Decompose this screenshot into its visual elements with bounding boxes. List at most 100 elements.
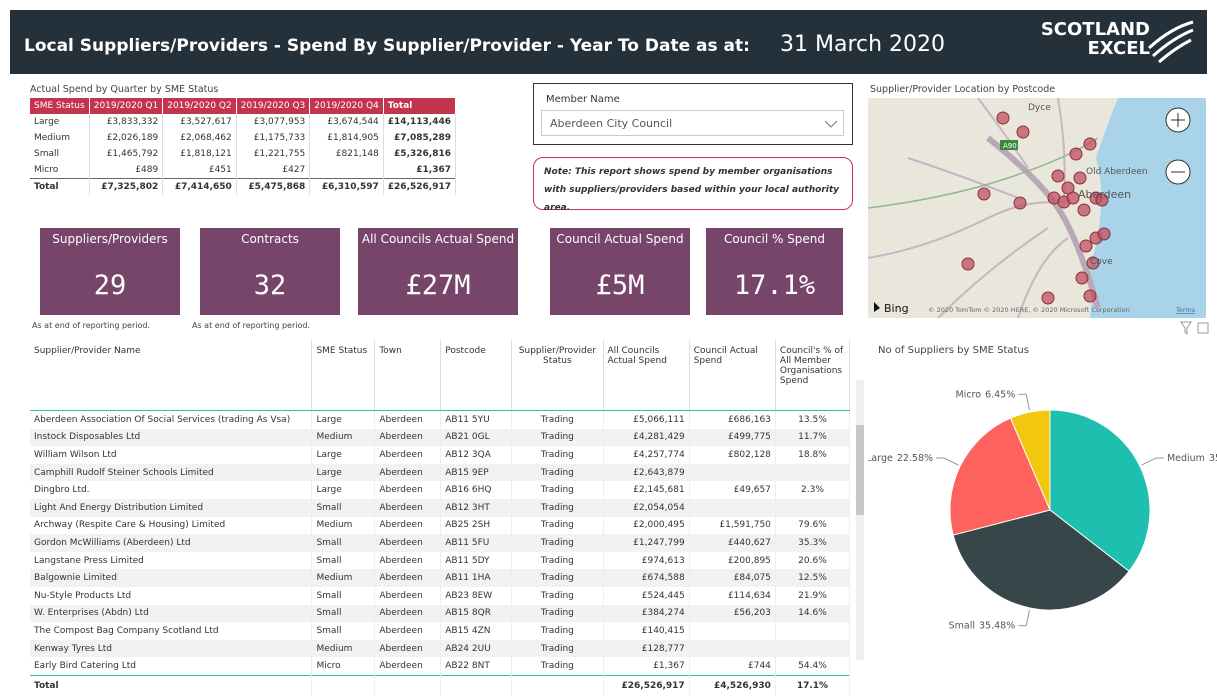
table-cell: £427 xyxy=(236,162,311,179)
map-markers xyxy=(961,111,1111,305)
column-header: Town xyxy=(374,340,442,411)
data-label: Large 22.58% xyxy=(868,453,933,464)
table-cell: £3,077,953 xyxy=(236,114,311,130)
kpi-card: All Councils Actual Spend £27M xyxy=(358,228,518,315)
table-cell: Aberdeen xyxy=(374,428,442,447)
kpi-title: Suppliers/Providers xyxy=(52,232,168,246)
table-cell: £26,526,917 xyxy=(603,674,690,696)
table-cell: Micro xyxy=(30,162,90,179)
table-cell: 17.1% xyxy=(775,674,851,696)
label-category: Large xyxy=(868,453,893,464)
table-row: Instock Disposables Ltd Medium Aberdeen AB2… xyxy=(30,428,851,447)
dropdown-chevron[interactable] xyxy=(824,119,838,129)
visual-icons[interactable] xyxy=(1180,320,1210,336)
scrollbar[interactable] xyxy=(856,380,864,660)
chart-title: No of Suppliers by SME Status xyxy=(878,345,1029,356)
table-cell: AB15 4ZN xyxy=(440,622,513,640)
column-header: SME Status xyxy=(30,98,90,114)
kpi-card: Suppliers/Providers 29 xyxy=(40,228,180,315)
table-cell xyxy=(689,622,776,640)
table-cell xyxy=(689,498,776,517)
column-header: Postcode xyxy=(440,340,513,411)
column-header: Total xyxy=(383,98,456,114)
table-row: Camphill Rudolf Steiner Schools Limited L… xyxy=(30,463,851,482)
table-cell: Instock Disposables Ltd xyxy=(30,428,313,447)
column-header: 2019/2020 Q4 xyxy=(309,98,384,114)
table-cell: Nu-Style Products Ltd xyxy=(30,586,313,605)
table-cell: Large xyxy=(311,446,376,464)
map-place: Aberdeen xyxy=(1078,188,1131,201)
label-value: 35.48% xyxy=(1209,453,1217,464)
table-row: Large £3,833,332 £3,527,617 £3,077,953 £3,67… xyxy=(30,114,456,130)
table-cell: £4,526,930 xyxy=(689,674,776,696)
table-cell: £1,367 xyxy=(383,162,456,179)
table-cell: Large xyxy=(311,410,376,429)
table-cell: Trading xyxy=(511,446,604,464)
header-date: 31 March 2020 xyxy=(780,32,946,57)
table-cell: Medium xyxy=(311,428,376,447)
table-cell: Large xyxy=(30,114,90,130)
table-cell: £1,818,121 xyxy=(162,146,237,162)
table-cell: AB25 2SH xyxy=(440,516,513,535)
table-cell: £524,445 xyxy=(603,586,690,605)
table-cell: £3,833,332 xyxy=(89,114,164,130)
column-header: SME Status xyxy=(311,340,376,411)
table-cell: Small xyxy=(30,146,90,162)
table-cell: Aberdeen xyxy=(374,586,442,605)
table-cell: Trading xyxy=(511,622,604,640)
kpi-title: Council Actual Spend xyxy=(556,232,684,246)
kpi-value: £5M xyxy=(595,270,645,301)
logo-line: EXCEL xyxy=(1087,38,1150,59)
table-cell: £5,066,111 xyxy=(603,410,690,429)
table-cell xyxy=(689,639,776,658)
table-cell: £5,475,868 xyxy=(236,178,311,195)
kpi-card: Council % Spend 17.1% xyxy=(706,228,843,315)
map-provider: Bing xyxy=(884,302,909,315)
supplier-table: Supplier/Provider Name SME Status Town Post… xyxy=(30,340,851,696)
column-header: 2019/2020 Q3 xyxy=(236,98,311,114)
table-cell: £3,674,544 xyxy=(309,114,384,130)
table-cell: Aberdeen xyxy=(374,410,442,429)
table-cell: Small xyxy=(311,551,376,570)
table-cell: £7,325,802 xyxy=(89,178,164,195)
member-filter: Member Name Aberdeen City Council xyxy=(533,83,853,145)
table-cell: Langstane Press Limited xyxy=(30,551,313,570)
table-cell: Dingbro Ltd. xyxy=(30,481,313,499)
table-cell: £974,613 xyxy=(603,551,690,570)
table-cell: 2.3% xyxy=(775,481,851,499)
table-cell: W. Enterprises (Abdn) Ltd xyxy=(30,604,313,623)
table-cell: Micro xyxy=(311,657,376,676)
table-cell: £56,203 xyxy=(689,604,776,623)
table-cell: £7,085,289 xyxy=(383,130,456,146)
table-cell: Aberdeen xyxy=(374,639,442,658)
scroll-thumb[interactable] xyxy=(856,425,864,515)
table-cell: £7,414,650 xyxy=(162,178,237,195)
zoom-in-icon[interactable] xyxy=(1171,113,1185,127)
table-row: Micro £489 £451 £427 £1,367 xyxy=(30,162,456,179)
table-cell: Medium xyxy=(311,639,376,658)
table-cell: Aberdeen xyxy=(374,534,442,552)
table-cell xyxy=(440,674,513,696)
table-cell: Total xyxy=(30,178,90,195)
table-cell: £489 xyxy=(89,162,164,179)
table-cell: AB21 0GL xyxy=(440,428,513,447)
table-cell: £128,777 xyxy=(603,639,690,658)
table-cell: Small xyxy=(311,586,376,605)
table-cell: AB22 8NT xyxy=(440,657,513,676)
table-cell xyxy=(775,463,851,482)
column-header: All Councils Actual Spend xyxy=(603,340,690,411)
table-row: Light And Energy Distribution Limited Sma… xyxy=(30,498,851,517)
table-cell xyxy=(311,674,376,696)
table-cell: AB12 3QA xyxy=(440,446,513,464)
kpi-card: Council Actual Spend £5M xyxy=(550,228,690,315)
table-cell: 14.6% xyxy=(775,604,851,623)
kpi-title: Council % Spend xyxy=(723,232,826,246)
map-terms[interactable]: Terms xyxy=(1175,306,1196,314)
data-label: Medium 35.48% xyxy=(1167,453,1217,464)
table-cell: £451 xyxy=(162,162,237,179)
label-value: 6.45% xyxy=(985,389,1015,400)
table-cell xyxy=(309,162,384,179)
header-row: Supplier/Provider Name SME Status Town Post… xyxy=(30,340,851,411)
filter-dropdown[interactable]: Aberdeen City Council xyxy=(541,110,844,136)
